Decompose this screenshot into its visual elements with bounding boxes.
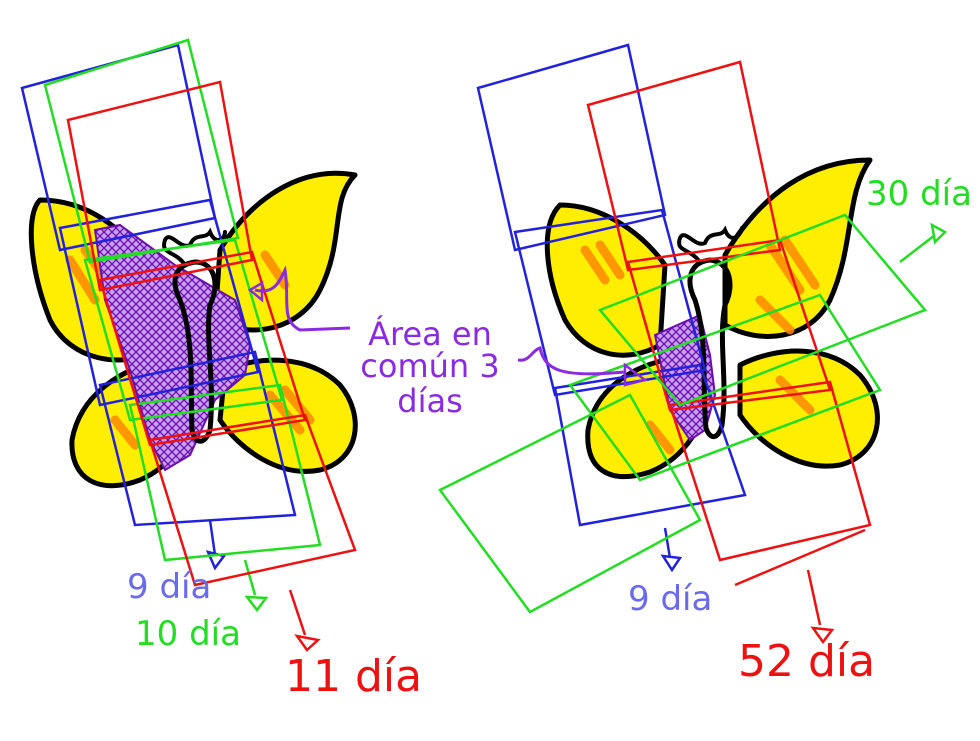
right-red-label: 52 día: [738, 636, 876, 687]
right-upper-right-wing: [722, 157, 873, 339]
right-green-label: 30 día: [866, 174, 972, 214]
left-butterfly: [20, 38, 358, 652]
left-red-label: 11 día: [285, 651, 423, 702]
common-area-label-line3: días: [397, 382, 463, 420]
common-area-label-line2: común 3: [360, 347, 500, 385]
right-antennae: [677, 225, 744, 264]
common-area-label-line1: Área en: [368, 315, 492, 353]
left-blue-label: 9 día: [127, 567, 212, 607]
right-blue-label: 9 día: [628, 579, 713, 619]
left-green-label: 10 día: [135, 614, 241, 654]
right-butterfly: [438, 43, 948, 645]
